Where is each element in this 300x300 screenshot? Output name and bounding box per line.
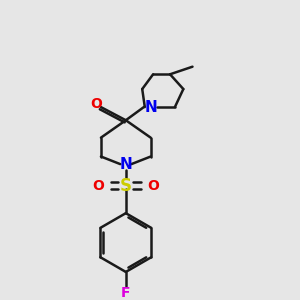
Text: O: O — [92, 178, 104, 193]
Text: O: O — [148, 178, 159, 193]
Text: S: S — [120, 176, 132, 194]
Text: F: F — [121, 286, 130, 300]
Text: N: N — [119, 157, 132, 172]
Text: N: N — [144, 100, 157, 115]
Text: O: O — [90, 98, 102, 111]
